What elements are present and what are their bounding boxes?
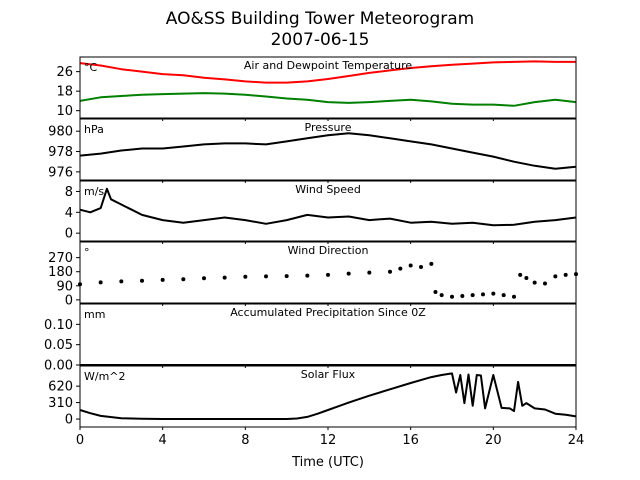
panel-5-ytick-label-1: 310 (48, 396, 73, 411)
panel-0-ytick-label-0: 10 (56, 104, 73, 119)
panel-2-ytick-label-2: 8 (65, 185, 73, 200)
panel-3-point-10 (284, 274, 289, 279)
panel-1-series-0 (79, 132, 577, 170)
panel-3-point-19 (429, 261, 434, 266)
x-tick-label-3: 12 (320, 433, 337, 448)
x-tick-label-0: 0 (76, 433, 84, 448)
panel-3-ytick-label-2: 180 (48, 265, 73, 280)
panel-3-point-23 (460, 293, 465, 298)
panel-4-unit: mm (84, 308, 105, 321)
panel-5-unit: W/m^2 (84, 370, 126, 383)
panel-3-series-0 (78, 261, 578, 299)
panel-3-point-4 (160, 277, 165, 282)
panel-3-point-30 (524, 275, 529, 280)
panel-3-point-14 (367, 270, 372, 275)
panel-2: 0 4 8 m/s Wind Speed (65, 180, 577, 244)
panel-4-ytick-label-2: 0.10 (44, 318, 73, 333)
panel-2-title: Wind Speed (295, 183, 361, 196)
panel-3-unit: ° (84, 246, 90, 259)
chart-subtitle: 2007-06-15 (271, 30, 370, 50)
panel-0-series-0 (79, 60, 576, 84)
panel-0-unit: °C (84, 61, 98, 74)
x-tick-label-5: 20 (485, 433, 502, 448)
panel-3-point-21 (439, 293, 444, 298)
panel-3-point-24 (470, 293, 475, 298)
chart-title: AO&SS Building Tower Meteorogram (166, 9, 474, 29)
panel-5-title: Solar Flux (301, 368, 356, 381)
panel-3-point-3 (140, 278, 144, 283)
panel-3-point-16 (398, 266, 403, 271)
panel-2-ytick-label-0: 0 (65, 227, 73, 242)
panel-3-point-13 (346, 271, 351, 276)
panel-0-series-1 (79, 92, 577, 107)
panel-1-ytick-label-0: 976 (48, 165, 73, 180)
panel-0-ytick-label-1: 18 (56, 85, 73, 100)
panel-1-ytick-label-2: 980 (48, 125, 73, 140)
panel-2-ytick-label-1: 4 (65, 206, 73, 221)
panel-3-point-18 (419, 265, 423, 270)
panel-0-title: Air and Dewpoint Temperature (244, 59, 412, 72)
x-tick-label-6: 24 (568, 433, 585, 448)
panel-3-point-11 (305, 273, 310, 278)
panel-5-series-0 (79, 372, 577, 420)
x-tick-label-1: 4 (159, 433, 167, 448)
panel-3-point-17 (408, 263, 413, 268)
panel-5-ytick-label-2: 620 (48, 380, 73, 395)
panel-2-unit: m/s (84, 185, 104, 198)
panel-3-point-15 (388, 269, 392, 274)
panel-3-point-9 (264, 274, 268, 279)
panel-3-ytick-label-3: 270 (48, 251, 73, 266)
panel-2-series-0 (79, 187, 577, 227)
panel-3-point-26 (491, 291, 496, 296)
x-tick-label-4: 16 (402, 433, 419, 448)
panel-3-point-12 (326, 272, 330, 277)
panel-1-title: Pressure (305, 121, 352, 134)
panel-3-point-34 (563, 272, 568, 277)
panel-0: 10 18 26 °C Air and Dewpoint Temperature (56, 56, 577, 121)
panel-3-ytick-label-0: 0 (65, 293, 73, 308)
panel-3-point-22 (450, 294, 454, 299)
x-tick-label-2: 8 (241, 433, 249, 448)
panel-3-point-32 (543, 281, 547, 286)
panel-3-point-27 (501, 293, 506, 298)
x-axis-label: Time (UTC) (291, 455, 364, 470)
panel-1-unit: hPa (84, 123, 104, 136)
panel-4-ytick-label-1: 0.05 (44, 338, 73, 353)
panel-3-point-1 (98, 280, 103, 285)
panel-4-ytick-label-0: 0.00 (44, 359, 73, 374)
panel-3-point-7 (222, 275, 227, 280)
panel-3-point-25 (481, 292, 485, 297)
panel-3-point-2 (119, 279, 124, 284)
panel-3-point-28 (512, 294, 516, 299)
panel-3-point-29 (518, 272, 523, 277)
panel-1: 976 978 980 hPa Pressure (48, 118, 577, 183)
panel-1-ytick-label-1: 978 (48, 145, 73, 160)
x-axis: 0 4 8 12 16 20 24 (76, 433, 584, 448)
panel-4-title: Accumulated Precipitation Since 0Z (230, 306, 426, 319)
panel-5-ytick-label-0: 0 (65, 413, 73, 428)
panel-3-ytick-label-1: 90 (56, 279, 73, 294)
panel-3-point-31 (532, 280, 537, 285)
panel-3-point-5 (181, 277, 186, 282)
panel-3-title: Wind Direction (288, 244, 369, 257)
panel-3-point-33 (553, 274, 558, 279)
panel-3-point-20 (433, 290, 438, 295)
panel-0-ytick-label-2: 26 (56, 65, 73, 80)
panel-4: 0.00 0.05 0.10 mm Accumulated Precipitation … (44, 303, 577, 374)
panel-3-point-6 (202, 276, 206, 281)
panel-3-point-8 (243, 274, 248, 279)
